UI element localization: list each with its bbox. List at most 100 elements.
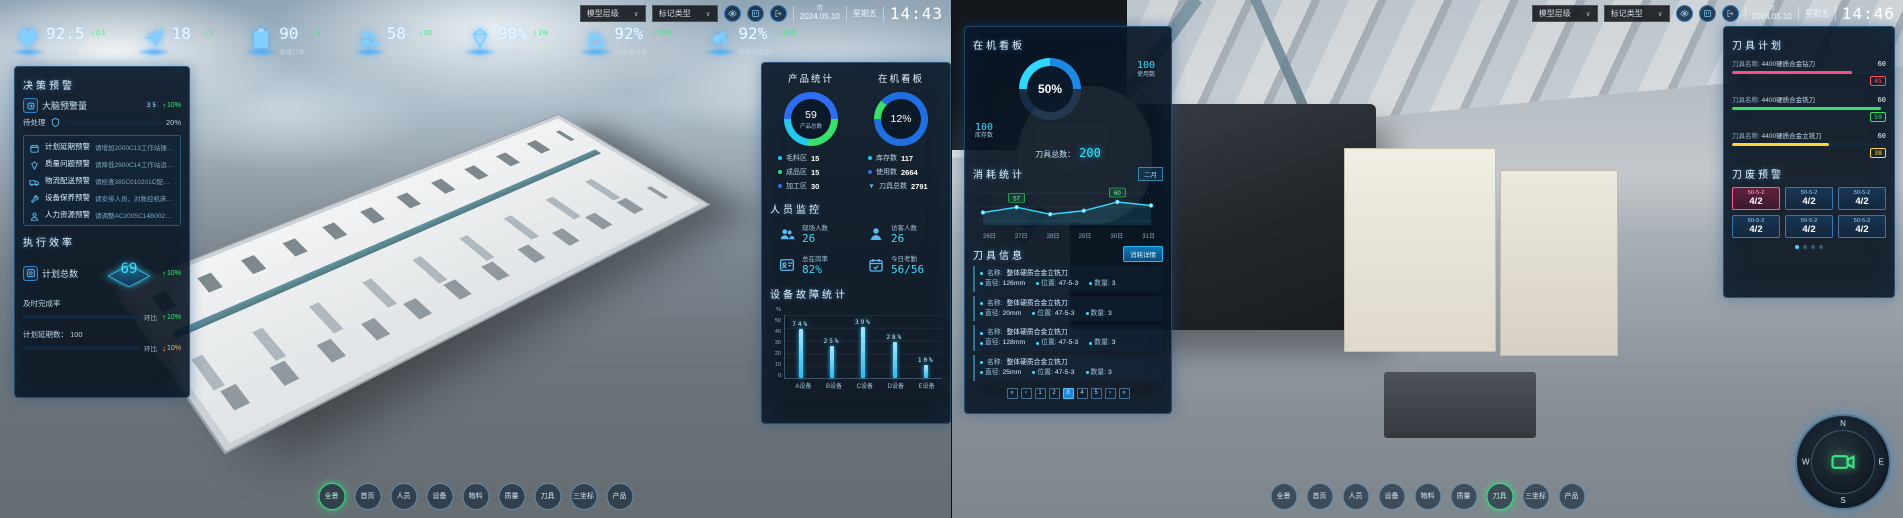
- consumption-detail-button[interactable]: 消耗详情: [1123, 246, 1163, 262]
- machine-icon: [579, 26, 614, 56]
- plane-icon: [136, 26, 171, 56]
- nav-product[interactable]: 产品: [1558, 483, 1585, 510]
- nav-quality[interactable]: 质量: [1450, 483, 1477, 510]
- scrap-tile-grid: 50-5-2 4/2 50-5-2 4/2 50-5-2 4/2 50-5-2 4/2 …: [1732, 187, 1886, 238]
- scrap-tile[interactable]: 50-5-2 4/2: [1838, 215, 1886, 238]
- alert-row[interactable]: 质量问题预警 请降低2900C14工作站运转工…: [29, 158, 175, 171]
- nav-equipment[interactable]: 设备: [426, 483, 453, 510]
- plan-badge: 38: [1870, 148, 1886, 158]
- wrench-icon: [29, 192, 40, 204]
- people-icon: [351, 26, 386, 56]
- month-tab[interactable]: 二月: [1138, 166, 1163, 181]
- funnel-icon[interactable]: [868, 183, 875, 190]
- scrap-tile[interactable]: 50-5-2 4/2: [1732, 187, 1780, 210]
- page-last[interactable]: »: [1118, 387, 1130, 399]
- marker-type-dropdown[interactable]: 标记类型 ∨: [1603, 5, 1670, 22]
- dot[interactable]: [1811, 245, 1815, 249]
- calendar-check-icon: [867, 256, 885, 274]
- nav-material[interactable]: 物料: [1414, 483, 1441, 510]
- dot[interactable]: [1795, 245, 1799, 249]
- nav-material[interactable]: 物料: [462, 483, 489, 510]
- kanban-button[interactable]: [746, 5, 764, 22]
- chevron-down-icon: ∨: [1585, 10, 1591, 18]
- model-level-dropdown[interactable]: 模型层级 ∨: [579, 5, 646, 22]
- compass-minimap[interactable]: N E S W: [1795, 414, 1891, 510]
- alert-row[interactable]: 人力资源预警 请调整AC2005C14B0020相关人…: [29, 209, 175, 221]
- scrap-tile[interactable]: 50-5-2 4/2: [1732, 215, 1780, 238]
- plan-badge: 59: [1870, 112, 1886, 122]
- page-first[interactable]: «: [1006, 387, 1018, 399]
- heart-icon: [11, 26, 45, 56]
- plan-badge: 45: [1870, 76, 1886, 86]
- page-5[interactable]: 5: [1090, 387, 1102, 399]
- brain-alert-value: 35: [146, 101, 158, 109]
- alert-row[interactable]: 设备保养预警 请安排人员，对数控机床车间…: [29, 192, 175, 204]
- kanban-button[interactable]: [1698, 5, 1716, 22]
- page-prev[interactable]: ‹: [1020, 387, 1032, 399]
- nav-quality[interactable]: 质量: [498, 483, 525, 510]
- scrap-tile[interactable]: 50-5-2 4/2: [1785, 187, 1833, 210]
- camera-icon: [1811, 430, 1875, 494]
- page-1[interactable]: 1: [1034, 387, 1046, 399]
- pending-label: 待处理: [23, 118, 46, 127]
- scrap-pagination-dots: [1732, 245, 1886, 249]
- alert-row[interactable]: 计划延期预警 请增加2000C13工作站操作人…: [29, 141, 175, 153]
- clock: 14:43: [889, 4, 943, 23]
- model-level-dropdown[interactable]: 模型层级 ∨: [1531, 5, 1598, 22]
- nav-cmm[interactable]: 三坐标: [570, 483, 597, 510]
- eye-toggle-button[interactable]: [723, 5, 741, 22]
- nav-tools[interactable]: 刀具: [534, 483, 561, 510]
- plan-total-label: 计划总数: [42, 268, 79, 279]
- bottom-nav-right: 全景 首页 人员 设备 物料 质量 刀具 三坐标 产品: [1270, 483, 1585, 510]
- nav-panorama[interactable]: 全景: [318, 483, 345, 510]
- date-block: 晴 2024.05.10: [800, 6, 840, 21]
- bottom-nav-left: 全景 首页 人员 设备 物料 质量 刀具 三坐标 产品: [318, 483, 633, 510]
- eye-toggle-button[interactable]: [1675, 5, 1693, 22]
- page-next[interactable]: ›: [1104, 387, 1116, 399]
- dot[interactable]: [1819, 245, 1823, 249]
- marker-type-dropdown[interactable]: 标记类型 ∨: [651, 5, 718, 22]
- data-balls-icon: [703, 26, 738, 56]
- scrap-tile[interactable]: 50-5-2 4/2: [1838, 187, 1886, 210]
- nav-home[interactable]: 首页: [354, 483, 381, 510]
- page-2[interactable]: 2: [1048, 387, 1060, 399]
- scrap-tile[interactable]: 50-5-2 4/2: [1785, 215, 1833, 238]
- dot[interactable]: [1803, 245, 1807, 249]
- pending-value: 20%: [165, 118, 181, 127]
- svg-text:57: 57: [1013, 196, 1020, 202]
- clipboard-icon: [244, 26, 279, 56]
- nav-personnel[interactable]: 人员: [1342, 483, 1369, 510]
- model-level-label: 模型层级: [586, 9, 619, 18]
- exit-button[interactable]: [769, 5, 787, 22]
- nav-home[interactable]: 首页: [1306, 483, 1333, 510]
- gem-icon: [462, 26, 497, 56]
- people-icon: [778, 225, 796, 243]
- tool-info-item[interactable]: 名称: 整体硬质合金立铣刀 直径: 25mm 位置: 47-5-3 数量: 3: [973, 355, 1163, 381]
- truck-icon: [29, 175, 40, 186]
- weekday-label: 星期五: [852, 9, 877, 18]
- tool-info-item[interactable]: 名称: 整体硬质合金立铣刀 直径: 126mm 位置: 47-5-3 数量: 3: [973, 266, 1163, 292]
- kpi-quality: 90% 质量指数 ↑ 1%: [462, 26, 548, 56]
- nav-cmm[interactable]: 三坐标: [1522, 483, 1549, 510]
- exit-button[interactable]: [1721, 5, 1739, 22]
- marker-type-label: 标记类型: [658, 9, 691, 18]
- nav-equipment[interactable]: 设备: [1378, 483, 1405, 510]
- nav-panorama[interactable]: 全景: [1270, 483, 1297, 510]
- screen-factory-overview: 模型层级 ∨ 标记类型 ∨ 晴 2024.05.10 星期五 14:43: [0, 0, 951, 518]
- date-label: 2024.05.10: [1751, 12, 1792, 21]
- tool-info-item[interactable]: 名称: 整体硬质合金立铣刀 直径: 20mm 位置: 47-5-3 数量: 3: [973, 295, 1163, 322]
- page-4[interactable]: 4: [1076, 387, 1088, 399]
- clock: 14:46: [1841, 4, 1895, 23]
- tool-plan-panel: 刀具计划 刀具名称: 4400硬质合金钻刀 60 45 刀具名称: 4400硬质合…: [1723, 26, 1895, 298]
- kpi-stats-row: 92.5 企业健康度 ↑ 0.1 18 在制架次 ↑ 1 90 承接订单 ↑ 3 58 在工人…: [11, 26, 796, 56]
- alert-row[interactable]: 物流配送预警 请检查385C010201C配送线路…: [29, 175, 175, 186]
- personnel-title: 人员监控: [770, 205, 822, 216]
- page-3[interactable]: 3: [1062, 387, 1074, 399]
- nav-tools[interactable]: 刀具: [1486, 483, 1513, 510]
- pending-progress: [64, 120, 162, 125]
- tool-info-item[interactable]: 名称: 整体硬质合金立铣刀 直径: 128mm 位置: 47-5-3 数量: 3: [973, 325, 1163, 352]
- chevron-down-icon: ∨: [633, 10, 639, 18]
- nav-personnel[interactable]: 人员: [390, 483, 417, 510]
- nav-product[interactable]: 产品: [606, 483, 633, 510]
- plan-total-icon: [23, 265, 38, 281]
